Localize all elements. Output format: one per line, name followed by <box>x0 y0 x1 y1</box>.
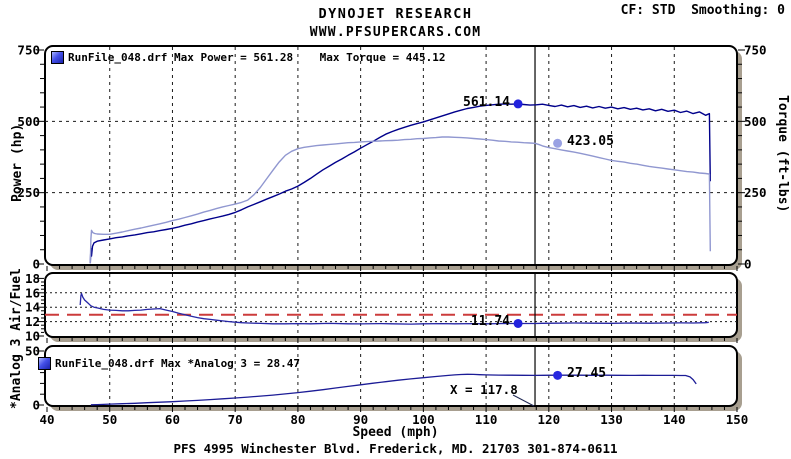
speed-axis-label: Speed (mph) <box>352 425 439 440</box>
airfuel-cursor-value: 11.74 <box>470 314 510 329</box>
tick-label: 250 <box>744 185 767 200</box>
y-ticks <box>37 277 44 337</box>
x-ticks <box>46 407 738 412</box>
app-title: DYNOJET RESEARCH <box>318 6 473 22</box>
run-file-icon <box>51 51 64 64</box>
analog3-chart-legend-text: RunFile_048.drf Max *Analog 3 = 28.47 <box>55 357 301 370</box>
tick-label: 0 <box>744 257 752 272</box>
tick-label: 16 <box>25 285 40 300</box>
analog3-chart-legend: RunFile_048.drf Max *Analog 3 = 28.47 <box>38 357 300 370</box>
power-torque-chart-panel[interactable] <box>44 45 738 266</box>
analog3-airfuel-axis-label: *Analog 3 Air/Fuel <box>9 268 24 409</box>
tick-label: 12 <box>25 314 40 329</box>
air-fuel-chart-panel[interactable] <box>44 272 738 338</box>
x-ticks <box>46 338 738 343</box>
torque-axis-label: Torque (ft-lbs) <box>775 95 790 213</box>
website-url: WWW.PFSUPERCARS.COM <box>309 25 482 40</box>
tick-label: 750 <box>744 43 767 58</box>
analog3-chart-panel[interactable] <box>44 345 738 407</box>
tick-label: 18 <box>25 271 40 286</box>
tick-label: 0 <box>32 257 40 272</box>
analog3-cursor-value: 27.45 <box>567 366 607 381</box>
tick-label: 0 <box>32 398 40 413</box>
cursor-x-annotation: X = 117.8 <box>450 382 518 397</box>
footer-address: PFS 4995 Winchester Blvd. Frederick, MD.… <box>173 441 618 456</box>
run-file-icon <box>38 357 51 370</box>
tick-label: 750 <box>17 43 40 58</box>
tick-label: 10 <box>25 329 40 344</box>
x-ticks <box>46 266 738 271</box>
tick-label: 14 <box>25 300 40 315</box>
power-cursor-value: 561.14 <box>463 95 510 110</box>
torque-cursor-value: 423.05 <box>567 134 614 149</box>
cf-smoothing-status: CF: STD Smoothing: 0 <box>620 3 785 18</box>
tick-label: 500 <box>744 114 767 129</box>
main-chart-legend: RunFile_048.drf Max Power = 561.28 Max T… <box>51 51 446 64</box>
main-chart-legend-text: RunFile_048.drf Max Power = 561.28 Max T… <box>68 51 446 64</box>
power-axis-label: Power (hp) <box>10 123 25 202</box>
